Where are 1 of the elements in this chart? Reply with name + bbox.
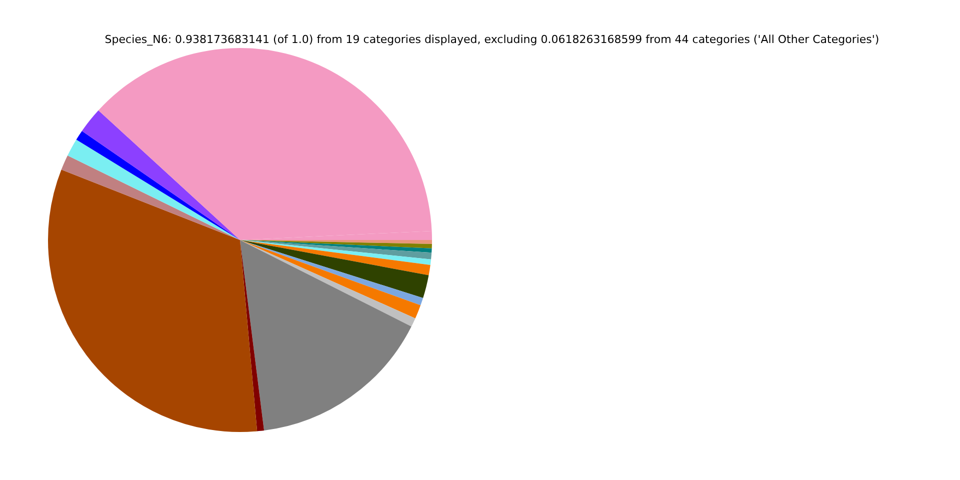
text: Species_N6: 0.938173683141 (of 1.0) from 19 categories displayed, excluding 0.0618263168599 from 44 categories ('All Other Categories') [104,32,880,46]
